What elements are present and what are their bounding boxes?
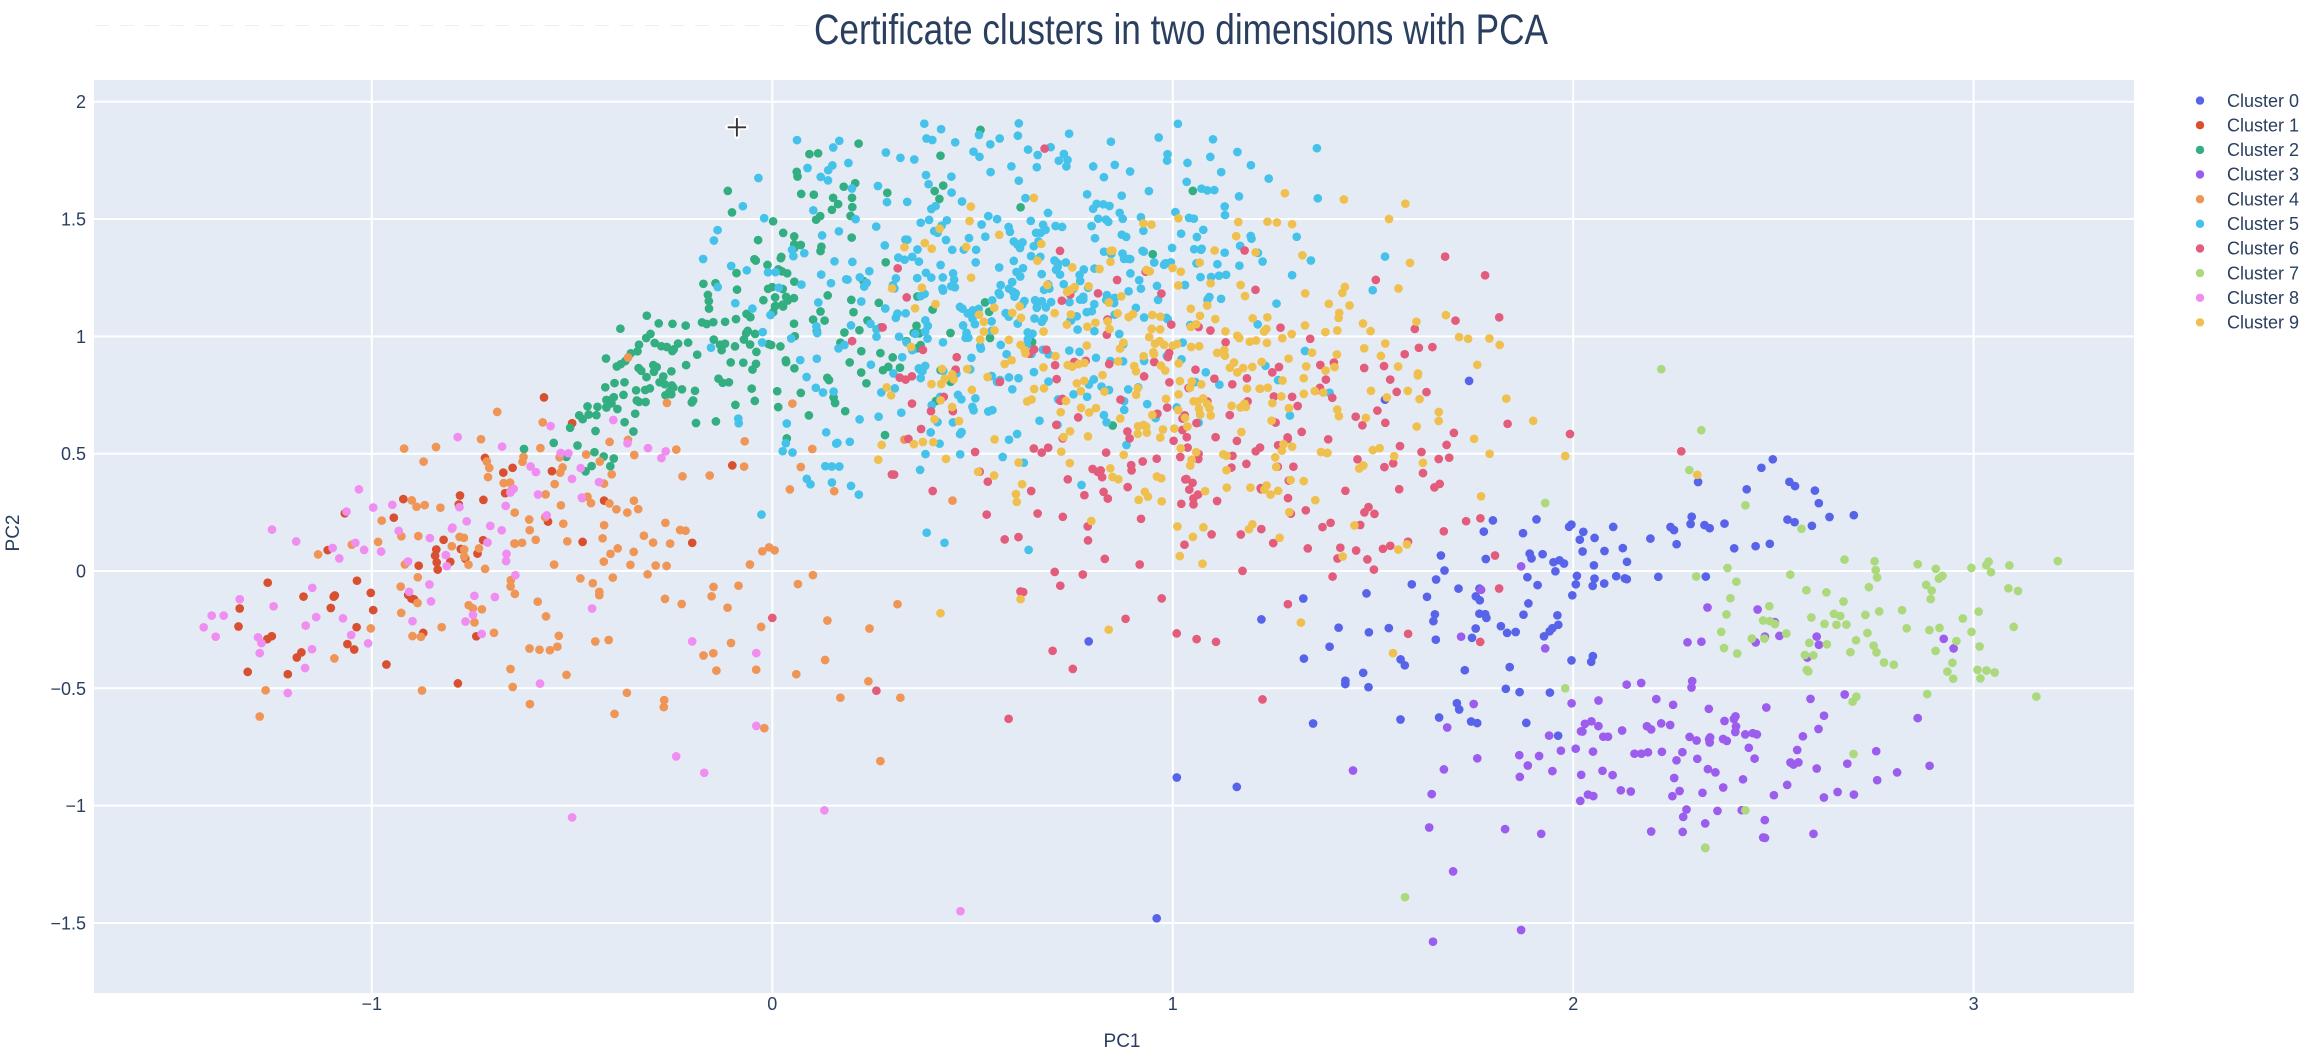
svg-text:PC1: PC1 [1104, 1031, 1141, 1052]
svg-text:Cluster 4: Cluster 4 [2227, 189, 2299, 209]
svg-text:−1: −1 [362, 994, 383, 1014]
svg-text:Cluster 5: Cluster 5 [2227, 214, 2299, 234]
svg-text:2: 2 [1568, 994, 1578, 1014]
svg-text:Certificate clusters in two di: Certificate clusters in two dimensions w… [814, 6, 1548, 54]
svg-text:Cluster 1: Cluster 1 [2227, 115, 2299, 135]
svg-text:Cluster 7: Cluster 7 [2227, 263, 2299, 283]
svg-text:Cluster 6: Cluster 6 [2227, 239, 2299, 259]
svg-text:0.5: 0.5 [61, 444, 86, 464]
svg-text:3: 3 [1969, 994, 1979, 1014]
svg-text:0: 0 [767, 994, 777, 1014]
svg-text:−1.5: −1.5 [50, 914, 86, 934]
svg-text:1.5: 1.5 [61, 210, 86, 230]
svg-text:Cluster 2: Cluster 2 [2227, 140, 2299, 160]
svg-text:−0.5: −0.5 [50, 679, 86, 699]
svg-text:Cluster 3: Cluster 3 [2227, 165, 2299, 185]
svg-text:2: 2 [76, 92, 86, 112]
svg-text:1: 1 [1168, 994, 1178, 1014]
svg-text:Cluster 0: Cluster 0 [2227, 91, 2299, 111]
svg-text:0: 0 [76, 562, 86, 582]
svg-text:−1: −1 [65, 796, 86, 816]
svg-text:1: 1 [76, 327, 86, 347]
svg-text:Cluster 8: Cluster 8 [2227, 288, 2299, 308]
svg-text:PC2: PC2 [3, 515, 24, 552]
svg-text:Cluster 9: Cluster 9 [2227, 313, 2299, 333]
